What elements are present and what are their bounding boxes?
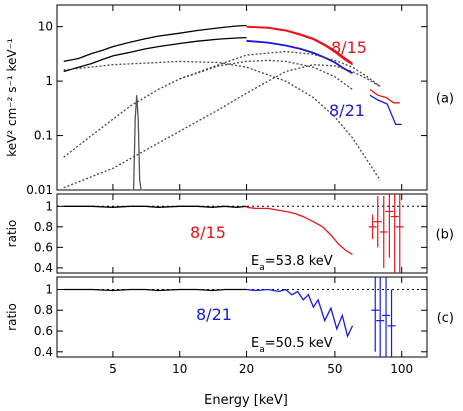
annotation: Ea=50.5 keV bbox=[251, 336, 333, 355]
y-axis-label: ratio bbox=[5, 220, 19, 248]
y-tick-label: 0.4 bbox=[34, 261, 53, 275]
y-tick-label: 1 bbox=[45, 74, 53, 88]
series-data-line bbox=[369, 94, 402, 126]
y-tick-label: 0.01 bbox=[26, 183, 53, 197]
y-tick-label: 1 bbox=[45, 199, 53, 213]
series-component-line bbox=[63, 60, 381, 181]
series-model-line bbox=[246, 39, 353, 74]
series-data-line bbox=[246, 288, 354, 339]
annotation: Ea=53.8 keV bbox=[251, 254, 333, 273]
annotation: 8/21 bbox=[329, 101, 365, 120]
panel-label: (a) bbox=[436, 92, 454, 107]
y-tick-label: 10 bbox=[38, 20, 53, 34]
panel-label: (c) bbox=[437, 311, 454, 326]
y-tick-label: 0.4 bbox=[34, 345, 53, 359]
series-model-line bbox=[246, 25, 354, 65]
y-tick-label: 0.6 bbox=[34, 240, 53, 254]
series-data-line bbox=[63, 36, 247, 73]
series-component-line bbox=[63, 59, 353, 158]
plot-frame bbox=[56, 276, 428, 358]
plot-frame bbox=[56, 193, 428, 274]
x-tick-label: 10 bbox=[172, 362, 187, 376]
series-data-line bbox=[63, 205, 247, 208]
x-axis-label: Energy [keV] bbox=[204, 393, 288, 408]
x-tick-label: 5 bbox=[109, 362, 117, 376]
annotation: 8/15 bbox=[331, 38, 367, 57]
series-component-line bbox=[63, 64, 381, 189]
series-data-line bbox=[369, 88, 400, 104]
y-tick-label: 0.1 bbox=[34, 129, 53, 143]
y-tick-label: 0.8 bbox=[34, 303, 53, 317]
y-axis-label: keV² cm⁻² s⁻¹ keV⁻¹ bbox=[5, 38, 19, 157]
x-tick-label: 50 bbox=[327, 362, 342, 376]
series-gaussian-line bbox=[130, 95, 144, 191]
y-tick-label: 0.8 bbox=[34, 220, 53, 234]
y-tick-label: 1 bbox=[45, 282, 53, 296]
panel-c: 0.4 0.6 0.8 1 5 10 20 50 100 (c) ratio 8/21 Ea=50.5 … bbox=[5, 276, 454, 376]
y-axis-label: ratio bbox=[5, 303, 19, 331]
x-tick-label: 20 bbox=[239, 362, 254, 376]
annotation: 8/21 bbox=[196, 305, 232, 324]
panel-a: 0.01 0.1 1 10 (a) keV² cm⁻² s⁻¹ keV⁻¹ 8/15 8/21 bbox=[5, 4, 454, 197]
annotation: 8/15 bbox=[190, 223, 226, 242]
plot-frame bbox=[56, 4, 428, 191]
x-tick-label: 100 bbox=[390, 362, 413, 376]
series-data-line bbox=[63, 24, 247, 63]
series-data-line bbox=[63, 288, 247, 292]
series-data-line bbox=[246, 206, 353, 256]
panel-b: 0.4 0.6 0.8 1 (b) ratio 8/15 Ea=53.8 keV bbox=[5, 193, 454, 275]
y-tick-label: 0.6 bbox=[34, 324, 53, 338]
panel-label: (b) bbox=[436, 228, 454, 243]
